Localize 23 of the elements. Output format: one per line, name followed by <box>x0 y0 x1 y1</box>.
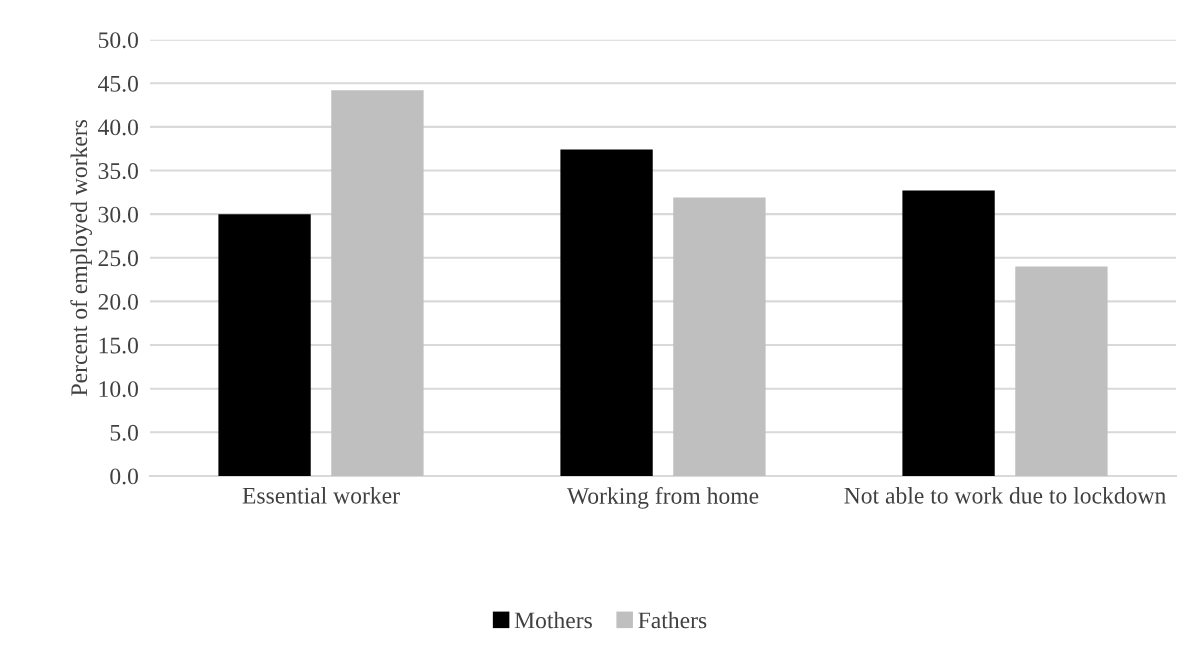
y-tick-label: 5.0 <box>110 424 138 441</box>
bar <box>331 90 424 476</box>
bar <box>902 190 995 476</box>
y-tick-label: 50.0 <box>98 32 138 49</box>
bar <box>1015 266 1108 476</box>
y-tick-label: 20.0 <box>98 293 138 310</box>
bar <box>560 149 653 476</box>
y-tick-label: 0.0 <box>110 468 138 485</box>
y-tick-label: 35.0 <box>98 163 138 180</box>
x-tick-label: Working from home <box>566 487 759 509</box>
legend-label: Fathers <box>638 611 707 629</box>
x-tick-label: Essential worker <box>242 487 400 504</box>
y-tick-label: 10.0 <box>99 381 138 398</box>
y-tick-label: 25.0 <box>98 250 138 267</box>
y-tick-label: 30.0 <box>98 206 138 223</box>
y-tick-label: 45.0 <box>98 75 138 92</box>
bar <box>218 214 311 476</box>
bar <box>673 197 766 476</box>
y-tick-label: 15.0 <box>99 337 138 354</box>
legend-label: Mothers <box>514 611 592 629</box>
y-tick-label: 40.0 <box>98 119 138 136</box>
x-tick-label: Not able to work due to lockdown <box>844 487 1166 504</box>
y-axis-title: Percent of employed workers <box>70 119 93 396</box>
